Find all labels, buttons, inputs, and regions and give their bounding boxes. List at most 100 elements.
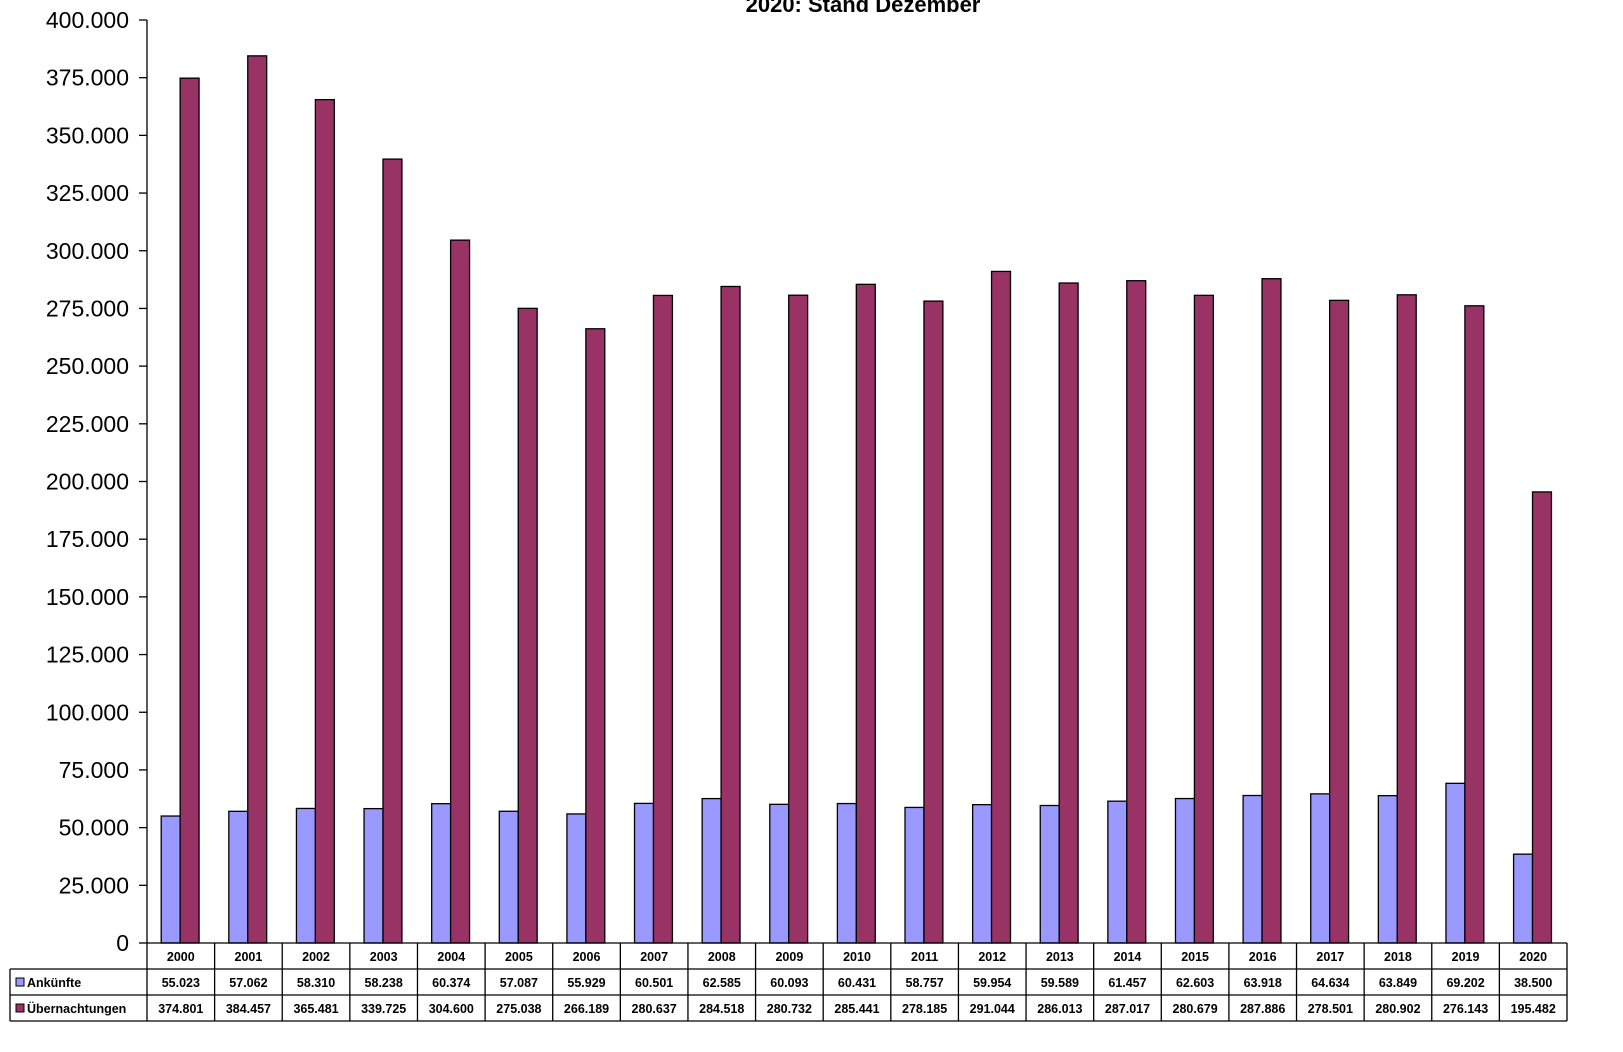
bar-ankuenfte-2020 [1512,853,1534,944]
bar-ankuenfte-2008 [701,797,722,944]
data-label: 58.310 [297,976,335,990]
data-label: 59.954 [973,976,1011,990]
data-label: 291.044 [970,1002,1015,1016]
legend-swatch [15,977,25,987]
bar-uebernachtungen-2006 [585,328,606,944]
bar-uebernachtungen-2008 [720,285,741,944]
data-label: 278.501 [1308,1002,1353,1016]
x-tick-label: 2019 [1452,950,1480,964]
y-tick-label: 150.000 [46,584,129,610]
data-label: 280.732 [767,1002,812,1016]
bar-ankuenfte-2000 [160,815,181,944]
bar-uebernachtungen-2003 [382,158,403,944]
x-tick-label: 2013 [1046,950,1074,964]
bar-uebernachtungen-2015 [1193,294,1215,944]
data-label: 60.431 [838,976,876,990]
bar-uebernachtungen-2010 [855,283,876,944]
data-label: 280.637 [632,1002,677,1016]
data-label: 63.918 [1244,976,1282,990]
bar-ankuenfte-2003 [363,807,384,944]
legend-label: Ankünfte [27,976,81,990]
x-tick-label: 2008 [708,950,736,964]
data-label: 384.457 [226,1002,271,1016]
bar-ankuenfte-2011 [904,806,925,944]
data-label: 60.374 [432,976,470,990]
legend-swatch [15,1003,25,1013]
bar-ankuenfte-2016 [1242,794,1263,944]
data-label: 59.589 [1041,976,1079,990]
data-label: 55.023 [162,976,200,990]
bar-ankuenfte-2010 [836,802,857,944]
bar-uebernachtungen-2012 [990,270,1012,944]
data-label: 266.189 [564,1002,609,1016]
x-tick-label: 2009 [775,950,803,964]
y-tick-label: 25.000 [59,872,129,898]
data-label: 38.500 [1514,976,1552,990]
data-label: 280.902 [1375,1002,1420,1016]
x-tick-label: 2017 [1316,950,1344,964]
bar-uebernachtungen-2017 [1329,299,1350,944]
data-label: 195.482 [1511,1002,1556,1016]
chart-title: 2020: Stand Dezember [746,0,981,17]
bar-uebernachtungen-2000 [179,77,200,944]
y-tick-label: 350.000 [46,122,129,148]
data-label: 304.600 [429,1002,474,1016]
bar-ankuenfte-2017 [1310,793,1331,944]
x-tick-label: 2006 [573,950,601,964]
bar-uebernachtungen-2014 [1126,280,1147,944]
bar-ankuenfte-2018 [1377,795,1398,944]
y-tick-label: 375.000 [46,65,129,91]
y-tick-label: 250.000 [46,353,129,379]
data-label: 69.202 [1446,976,1484,990]
data-label: 275.038 [496,1002,541,1016]
x-tick-label: 2002 [302,950,330,964]
bar-uebernachtungen-2004 [449,239,471,944]
y-tick-label: 0 [116,930,129,956]
bar-ankuenfte-2006 [566,813,587,944]
x-tick-label: 2018 [1384,950,1412,964]
y-tick-label: 175.000 [46,526,129,552]
bar-uebernachtungen-2011 [923,300,944,944]
x-tick-label: 2004 [437,950,465,964]
bar-uebernachtungen-2018 [1396,294,1417,944]
x-tick-label: 2003 [370,950,398,964]
data-label: 285.441 [834,1002,879,1016]
bars [160,55,1553,944]
data-label: 63.849 [1379,976,1417,990]
bar-ankuenfte-2015 [1174,797,1196,944]
y-tick-label: 225.000 [46,411,129,437]
y-tick-label: 325.000 [46,180,129,206]
bar-uebernachtungen-2020 [1531,491,1553,944]
bar-uebernachtungen-2005 [517,307,538,944]
data-label: 286.013 [1037,1002,1082,1016]
data-label: 58.238 [365,976,403,990]
x-tick-label: 2020 [1519,950,1547,964]
y-tick-label: 200.000 [46,469,129,495]
x-tick-label: 2011 [911,950,938,964]
bar-ankuenfte-2005 [498,810,519,944]
data-label: 55.929 [567,976,605,990]
data-label: 57.062 [229,976,267,990]
data-label: 287.017 [1105,1002,1150,1016]
x-tick-label: 2015 [1181,950,1209,964]
data-label: 60.501 [635,976,673,990]
bar-uebernachtungen-2002 [314,99,335,944]
data-table: 2000 2001 2002 2003 2004 2005 2006 2007 2008 2009… [9,942,1568,1022]
x-tick-label: 2000 [167,950,195,964]
x-tick-label: 2016 [1249,950,1277,964]
y-tick-label: 400.000 [46,7,129,33]
data-label: 284.518 [699,1002,744,1016]
y-tick-label: 300.000 [46,238,129,264]
data-label: 62.585 [703,976,741,990]
bar-ankuenfte-2001 [228,810,249,944]
bar-ankuenfte-2019 [1445,782,1466,944]
x-tick-label: 2014 [1114,950,1142,964]
bar-ankuenfte-2004 [431,803,452,944]
data-label: 64.634 [1311,976,1349,990]
data-label: 287.886 [1240,1002,1285,1016]
y-tick-label: 275.000 [46,295,129,321]
data-label: 365.481 [293,1002,338,1016]
x-tick-label: 2012 [978,950,1006,964]
bar-ankuenfte-2014 [1107,800,1128,944]
